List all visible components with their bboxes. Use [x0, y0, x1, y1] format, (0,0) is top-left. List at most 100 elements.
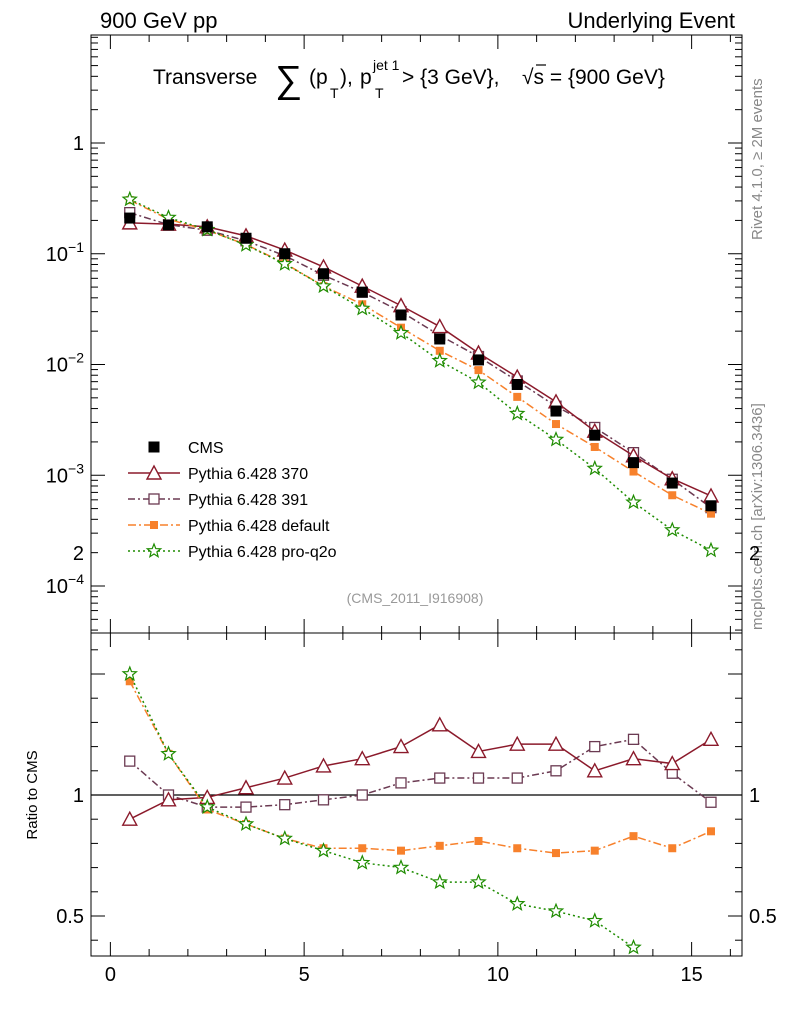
main-y-tick-label: 10−4 — [46, 571, 84, 598]
legend-entry-pdef: Pythia 6.428 default — [128, 518, 330, 535]
main-data-point — [550, 405, 562, 417]
ratio-data-point — [625, 750, 642, 766]
ratio-data-point — [589, 740, 601, 753]
main-data-point — [163, 219, 174, 231]
main-data-point — [707, 509, 715, 518]
main-y-tick-label: 10−1 — [46, 239, 84, 266]
ratio-data-point — [160, 745, 177, 761]
main-data-point — [470, 373, 487, 390]
ratio-y-tick-label-left: 1 — [73, 785, 84, 807]
legend-label: Pythia 6.428 default — [188, 518, 330, 535]
ratio-data-point — [392, 738, 410, 754]
ratio-data-point — [395, 777, 407, 789]
ratio-data-point — [470, 873, 487, 890]
analysis-tag: (CMS_2011_I916908) — [347, 590, 484, 606]
main-data-point — [315, 277, 332, 294]
title-sum-symbol: ∑ — [275, 59, 302, 101]
ratio-y-tick-label-right: 1 — [749, 785, 760, 807]
x-tick-label: 10 — [487, 964, 509, 986]
title-jet-superscript: jet 1 — [372, 57, 400, 73]
ratio-data-point — [664, 755, 681, 771]
ratio-data-point — [315, 842, 332, 858]
main-data-point — [547, 430, 565, 447]
main-data-point — [431, 318, 448, 334]
main-axes: 10−4 10−3 10−2 10−1 1 — [46, 35, 742, 633]
main-series-line — [129, 198, 712, 551]
ratio-axes: 0 5 10 15 0.5 0.5 1 1 2 2 — [56, 543, 777, 986]
ratio-series-line — [129, 680, 712, 854]
main-data-point — [434, 333, 446, 345]
legend-marker — [150, 521, 158, 529]
main-data-point — [392, 324, 410, 340]
ratio-data-point — [474, 836, 483, 845]
legend-marker — [148, 493, 160, 505]
ratio-data-point — [627, 733, 640, 745]
main-data-point — [589, 429, 601, 441]
legend-label: Pythia 6.428 370 — [188, 466, 308, 483]
x-tick-label: 0 — [105, 964, 116, 986]
main-data-point — [474, 366, 483, 375]
main-data-point — [395, 309, 407, 321]
title-prefix: Transverse — [153, 66, 257, 89]
main-data-point — [431, 352, 449, 368]
main-data-point — [473, 354, 484, 366]
ratio-data-point — [121, 665, 139, 682]
main-series-line — [129, 199, 712, 515]
main-data-point — [276, 255, 294, 271]
main-series-cms — [124, 212, 717, 512]
ratio-data-point — [124, 755, 136, 767]
ratio-data-point — [509, 735, 526, 751]
main-data-point — [240, 232, 252, 244]
ratio-series-pdef — [125, 677, 715, 858]
main-data-point — [590, 442, 599, 451]
ratio-data-point — [392, 858, 410, 875]
main-data-point — [121, 190, 138, 207]
ratio-data-point — [276, 829, 293, 846]
legend: CMS Pythia 6.428 370 Pythia 6.428 391 Pythi… — [128, 440, 337, 561]
main-data-point — [279, 248, 291, 260]
ratio-series-group — [121, 665, 720, 955]
ratio-y-tick-label-right: 0.5 — [749, 906, 777, 928]
title-p: p — [360, 66, 372, 89]
ratio-data-point — [317, 794, 330, 806]
x-tick-label: 5 — [299, 964, 310, 986]
main-data-point — [318, 268, 329, 280]
legend-entry-pq2o: Pythia 6.428 pro-q2o — [128, 542, 337, 561]
ratio-data-point — [431, 873, 449, 890]
ratio-y-tick-label-right: 2 — [749, 543, 760, 565]
ratio-ylabel: Ratio to CMS — [24, 750, 41, 839]
title-sqrt-s: √s = {900 GeV} — [522, 66, 665, 89]
main-data-point — [435, 346, 444, 355]
legend-label: CMS — [188, 440, 224, 457]
ratio-data-point — [470, 742, 487, 759]
ratio-data-point — [160, 791, 177, 807]
legend-entry-p370: Pythia 6.428 370 — [128, 464, 308, 483]
main-y-tick-label: 1 — [73, 133, 84, 155]
main-data-point — [552, 420, 560, 429]
legend-entry-p391: Pythia 6.428 391 — [128, 492, 308, 509]
main-data-point — [124, 212, 136, 224]
main-data-point — [586, 459, 603, 476]
title-ppt-sub: T — [330, 85, 339, 101]
ratio-data-point — [354, 750, 371, 766]
main-data-point — [513, 392, 522, 401]
title-ppt-close: ), — [340, 66, 353, 89]
ratio-data-point — [354, 854, 371, 870]
ratio-data-point — [276, 769, 293, 785]
ratio-data-point — [552, 849, 560, 858]
ratio-data-point — [586, 912, 603, 928]
title-p-sub: T — [375, 85, 384, 101]
ratio-data-point — [629, 832, 638, 841]
ratio-data-point — [435, 841, 444, 850]
ratio-series-line — [129, 738, 712, 808]
ratio-data-point — [511, 772, 523, 784]
ratio-data-point — [590, 846, 599, 855]
ratio-data-point — [705, 796, 717, 808]
ratio-y-tick-label-left: 2 — [73, 543, 84, 565]
main-series-group — [121, 190, 720, 558]
main-data-point — [668, 491, 677, 500]
plot-title: Transverse ∑ (p T ), p jet 1 T > {3 GeV}… — [153, 57, 665, 101]
ratio-data-point — [240, 801, 252, 813]
main-data-point — [664, 521, 681, 538]
